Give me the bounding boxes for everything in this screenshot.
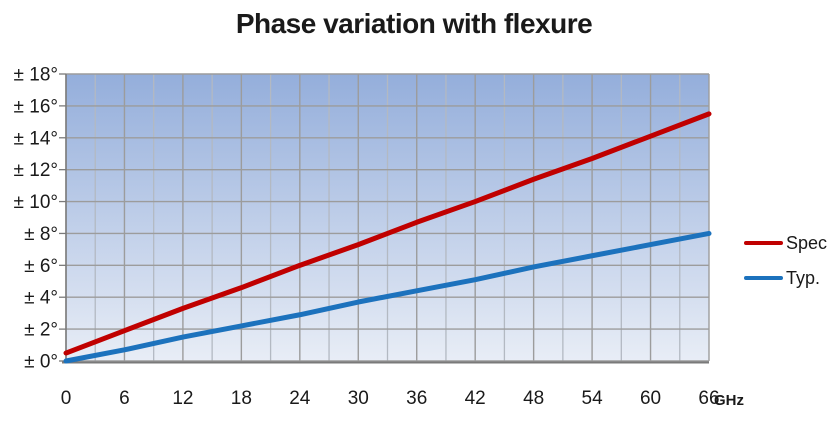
series-line-typ [63,230,712,364]
spec-line-swatch [744,241,783,245]
x-tick-label: 12 [172,388,193,409]
legend: Spec Typ. [744,233,828,303]
x-tick-label: 66 [698,388,719,409]
legend-entry-spec: Spec [744,233,828,253]
y-tick-label: ± 14° [14,128,58,149]
y-tick-label: ± 0° [24,352,58,373]
typ-line-swatch [744,276,783,280]
x-tick-label: 24 [289,388,311,409]
x-tick-label: 6 [119,388,130,409]
x-tick-label: 54 [582,388,604,409]
y-tick-label: ± 4° [24,288,58,309]
x-tick-label: 0 [61,388,72,409]
x-tick-label: 60 [640,388,661,409]
y-tick-label: ± 16° [14,96,58,117]
legend-label-spec: Spec [786,232,828,253]
y-tick-label: ± 18° [14,65,58,86]
series-line-spec [63,111,712,356]
legend-label-typ: Typ. [786,267,821,288]
x-tick-label: 42 [465,388,486,409]
chart-title: Phase variation with flexure [235,8,593,39]
x-axis-unit-label: GHz [714,392,744,409]
y-tick-label: ± 10° [14,192,58,213]
y-tick-label: ± 12° [14,160,58,181]
x-tick-label: 30 [348,388,369,409]
x-tick-label: 36 [406,388,427,409]
x-tick-label: 18 [231,388,252,409]
y-tick-label: ± 8° [24,224,58,245]
x-tick-label: 48 [523,388,544,409]
y-tick-label: ± 6° [24,256,58,277]
legend-entry-typ: Typ. [744,268,828,288]
y-tick-label: ± 2° [24,320,58,341]
